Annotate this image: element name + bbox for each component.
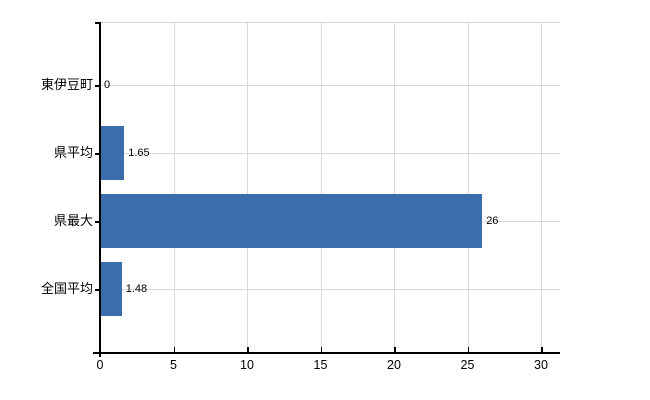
category-label: 県平均 <box>53 145 93 160</box>
x-tick-label: 30 <box>534 358 548 372</box>
category-label: 全国平均 <box>40 281 93 296</box>
x-gridline <box>541 22 542 353</box>
y-axis-tick <box>95 153 100 155</box>
x-tick-label: 10 <box>240 358 254 372</box>
x-axis-tick <box>247 347 249 352</box>
x-gridline <box>247 22 248 353</box>
x-tick-label: 15 <box>313 358 328 372</box>
x-tick-label: 5 <box>170 358 177 372</box>
value-label: 26 <box>486 215 499 227</box>
x-axis-tick <box>173 347 175 352</box>
y-gridline <box>100 153 560 154</box>
value-label: 1.48 <box>125 283 148 295</box>
x-gridline <box>173 22 175 353</box>
x-axis-tick <box>320 347 322 352</box>
value-label: 1.65 <box>128 147 150 159</box>
category-label: 県最大 <box>53 213 93 228</box>
x-gridline <box>394 22 395 353</box>
bar <box>101 262 122 316</box>
y-axis-tick <box>95 289 100 291</box>
x-axis-tick <box>394 347 396 352</box>
y-gridline <box>100 85 560 86</box>
y-axis-top-tick <box>95 22 100 24</box>
y-gridline <box>100 289 560 290</box>
x-tick-label: 25 <box>460 358 475 372</box>
y-axis-tick <box>95 221 100 223</box>
x-gridline <box>467 22 469 353</box>
plot-top-border <box>100 22 560 23</box>
y-axis <box>99 22 101 357</box>
bar <box>101 194 483 248</box>
x-tick-label: 0 <box>96 358 104 372</box>
x-axis-tick <box>467 347 469 352</box>
category-label: 東伊豆町 <box>40 77 93 92</box>
x-axis-tick <box>541 347 543 352</box>
bar <box>101 126 125 180</box>
x-gridline <box>320 22 322 353</box>
value-label: 0 <box>104 79 111 91</box>
x-axis <box>93 352 560 354</box>
y-axis-tick <box>95 85 100 87</box>
x-tick-label: 20 <box>387 358 401 372</box>
